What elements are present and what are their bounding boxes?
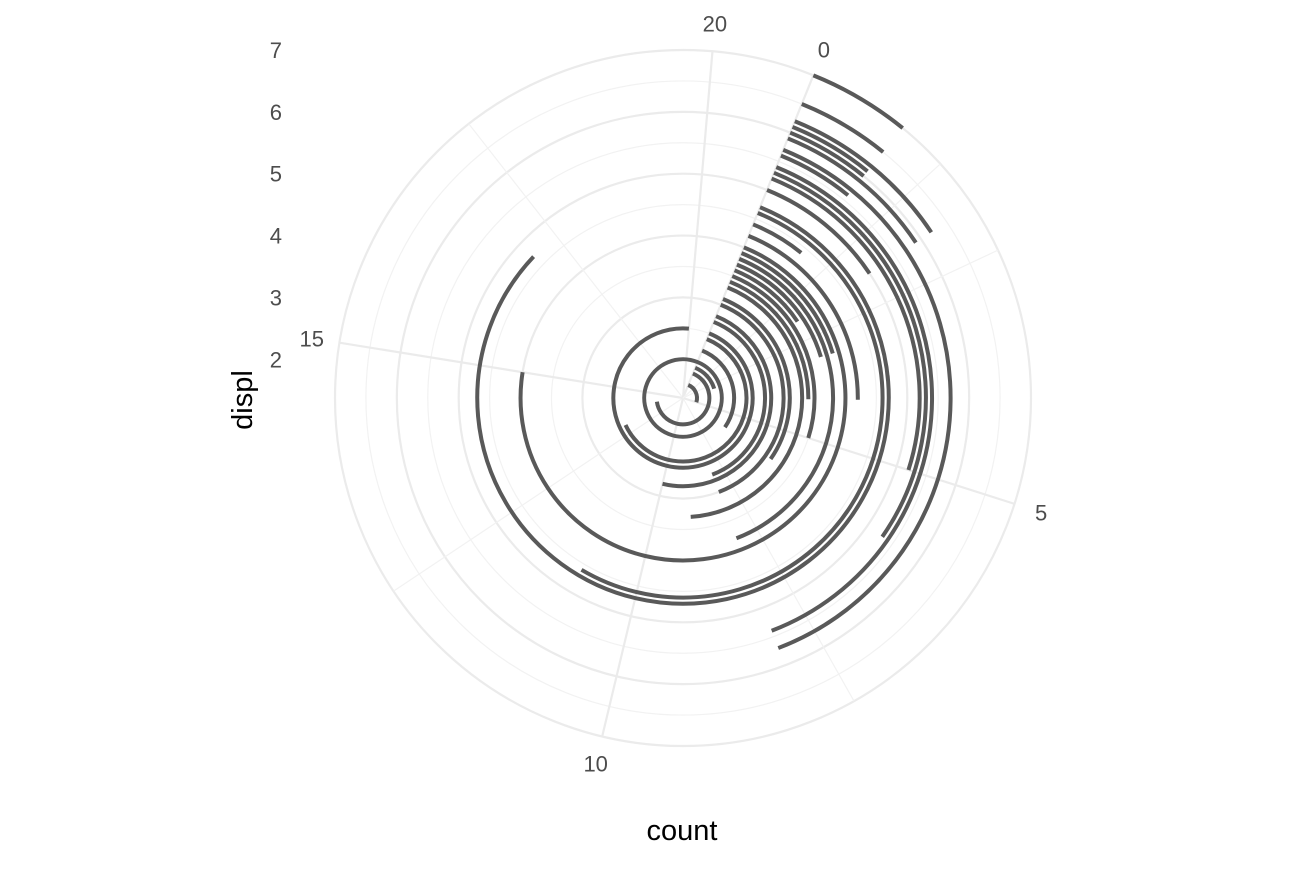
bar-layer (475, 73, 953, 650)
bar-arc (770, 176, 922, 471)
grid-ring-major (395, 110, 971, 686)
bar-arc (711, 320, 767, 477)
count-tick-label: 20 (703, 11, 727, 36)
bar-arc (801, 102, 885, 154)
bar-arc (687, 383, 699, 403)
count-tick-label: 10 (583, 752, 607, 777)
grid-spoke-major (339, 341, 684, 400)
bar-arc (794, 119, 933, 234)
count-tick-label: 15 (300, 326, 324, 351)
bar-arc (777, 148, 953, 650)
grid-ring-minor (427, 142, 939, 654)
count-tick-label: 0 (818, 37, 830, 62)
bar-arc (733, 268, 800, 323)
grid-layer (333, 48, 1033, 748)
displ-tick-label: 3 (270, 285, 282, 310)
grid-ring-minor (365, 80, 1001, 716)
grid-ring-minor (489, 204, 877, 592)
displ-tick-label: 4 (270, 224, 282, 249)
displ-tick-label: 2 (270, 347, 282, 372)
grid-ring-major (333, 48, 1033, 748)
grid-spoke-minor (468, 123, 684, 399)
grid-spoke-minor (682, 397, 855, 702)
bar-arc (694, 365, 717, 390)
count-tick-labels: 0 5 10 15 20 (300, 11, 1048, 776)
bar-arc (718, 302, 786, 494)
bar-arc (752, 222, 803, 255)
bar-arc (789, 130, 865, 178)
bar-arc (722, 297, 792, 461)
bar-arc (690, 285, 805, 519)
grid-spoke-minor (393, 397, 684, 592)
displ-tick-labels: 2 3 4 5 6 7 (270, 38, 282, 372)
bar-arc (611, 326, 755, 470)
displ-tick-label: 6 (270, 100, 282, 125)
y-axis-title: displ (227, 370, 259, 430)
bar-arc (701, 348, 737, 429)
bar-arc (623, 337, 749, 464)
bar-arc (766, 188, 872, 275)
bar-arc (475, 205, 891, 606)
bar-arc (770, 165, 935, 633)
displ-tick-label: 5 (270, 162, 282, 187)
bar-arc (654, 371, 712, 427)
bar-arc (812, 73, 904, 130)
bar-arc (791, 125, 869, 173)
count-tick-label: 5 (1035, 500, 1047, 525)
bar-arc (735, 257, 836, 541)
grid-spoke-major (681, 51, 714, 399)
bar-arc (729, 279, 811, 400)
x-axis-title: count (647, 815, 718, 847)
displ-tick-label: 7 (270, 38, 282, 63)
grid-spoke-major (681, 74, 815, 399)
bar-arc (736, 262, 823, 358)
bar-arc (731, 274, 817, 439)
bar-arc (780, 153, 850, 197)
bar-arc (773, 170, 928, 538)
bar-arc (662, 314, 774, 489)
grid-spoke-major (682, 396, 1015, 505)
bar-arc (787, 136, 918, 244)
grid-spoke-major (601, 397, 685, 737)
bar-arc (518, 245, 848, 563)
bar-arc (580, 211, 885, 600)
bar-arc (642, 357, 724, 439)
grid-ring-major (457, 172, 909, 624)
bar-arc (740, 251, 835, 355)
bar-arc (747, 234, 860, 400)
